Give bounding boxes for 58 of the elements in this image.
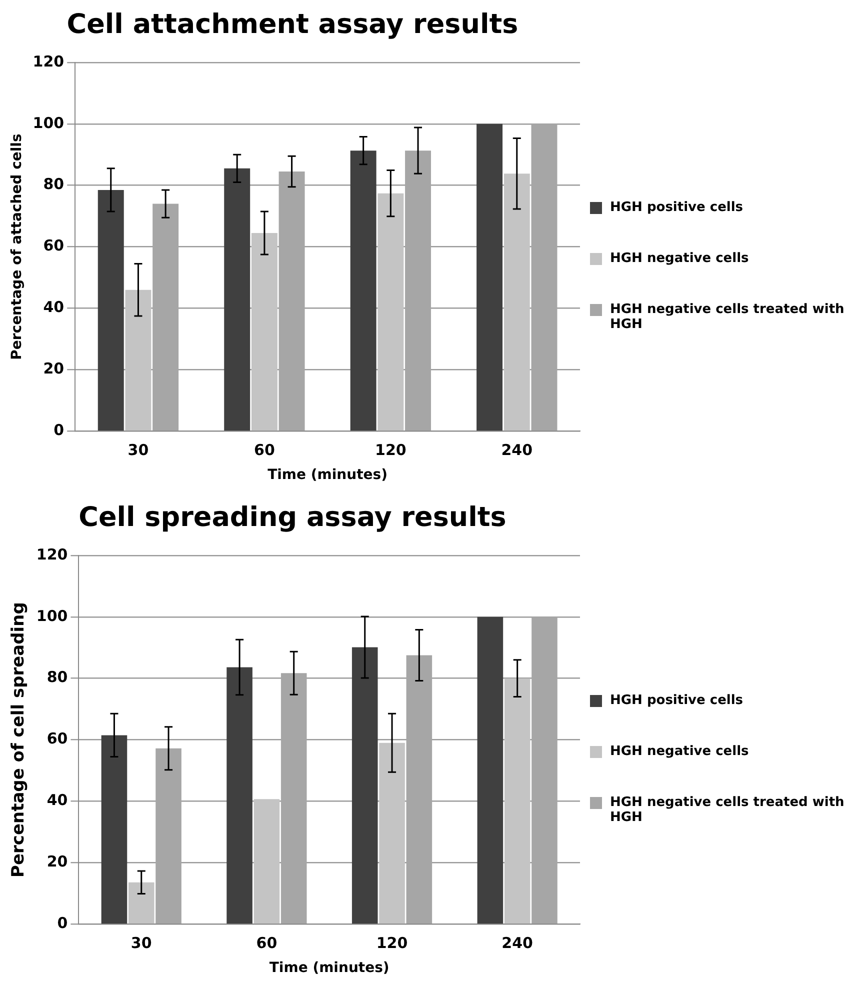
legend-label: HGH positive cells (610, 200, 744, 215)
bar (477, 616, 504, 924)
y-axis-title: Percentage of cell spreading (8, 602, 29, 878)
x-tick-label: 120 (376, 934, 408, 952)
bar (254, 799, 280, 924)
y-axis-title: Percentage of attached cells (9, 134, 26, 360)
bar (251, 232, 278, 431)
y-tick-label: 20 (43, 360, 64, 378)
x-tick-label: 240 (501, 441, 533, 460)
bar (280, 673, 307, 924)
bar (125, 290, 152, 431)
bar (128, 882, 154, 924)
x-tick-label: 30 (128, 441, 149, 460)
bar (352, 647, 378, 924)
bar (476, 124, 503, 431)
y-tick-label: 40 (43, 298, 64, 316)
chart-title: Cell attachment assay results (66, 9, 518, 40)
y-tick-label: 60 (43, 236, 64, 255)
y-tick-label: 100 (36, 606, 68, 625)
x-tick-label: 60 (254, 441, 275, 460)
legend-label: HGH positive cells (610, 693, 744, 708)
legend-label: HGH negative cells treated with HGH (610, 302, 846, 332)
x-axis-title: Time (minutes) (269, 960, 390, 976)
bar (531, 124, 558, 431)
x-tick-label: 60 (256, 934, 278, 952)
bar (532, 616, 558, 924)
bar (156, 748, 182, 924)
bar (504, 678, 530, 924)
bar (226, 667, 252, 924)
legend-label: HGH negative cells (610, 744, 749, 759)
y-tick-label: 80 (43, 175, 64, 194)
x-tick-label: 30 (130, 934, 152, 952)
bar (504, 174, 530, 431)
y-tick-label: 40 (46, 791, 68, 810)
bar (378, 193, 404, 431)
bar (152, 204, 179, 431)
bar (405, 150, 432, 431)
bar (406, 655, 432, 924)
y-tick-label: 120 (32, 52, 64, 70)
bar (101, 735, 128, 924)
x-axis-title: Time (minutes) (268, 467, 388, 484)
y-tick-label: 100 (32, 114, 64, 132)
chart-title: Cell spreading assay results (78, 502, 506, 534)
y-tick-label: 0 (54, 421, 64, 440)
bar (379, 742, 405, 924)
y-tick-label: 120 (36, 545, 68, 564)
bar (224, 168, 250, 431)
x-tick-label: 240 (502, 934, 533, 952)
y-tick-label: 80 (46, 668, 68, 686)
legend-label: HGH negative cells treated with HGH (610, 795, 846, 825)
bar (278, 172, 305, 431)
bar (350, 150, 376, 431)
bar (98, 190, 124, 431)
x-tick-label: 120 (375, 441, 406, 460)
y-tick-label: 60 (46, 730, 68, 748)
y-tick-label: 20 (46, 852, 68, 871)
y-tick-label: 0 (57, 914, 68, 932)
legend-label: HGH negative cells (610, 251, 749, 266)
